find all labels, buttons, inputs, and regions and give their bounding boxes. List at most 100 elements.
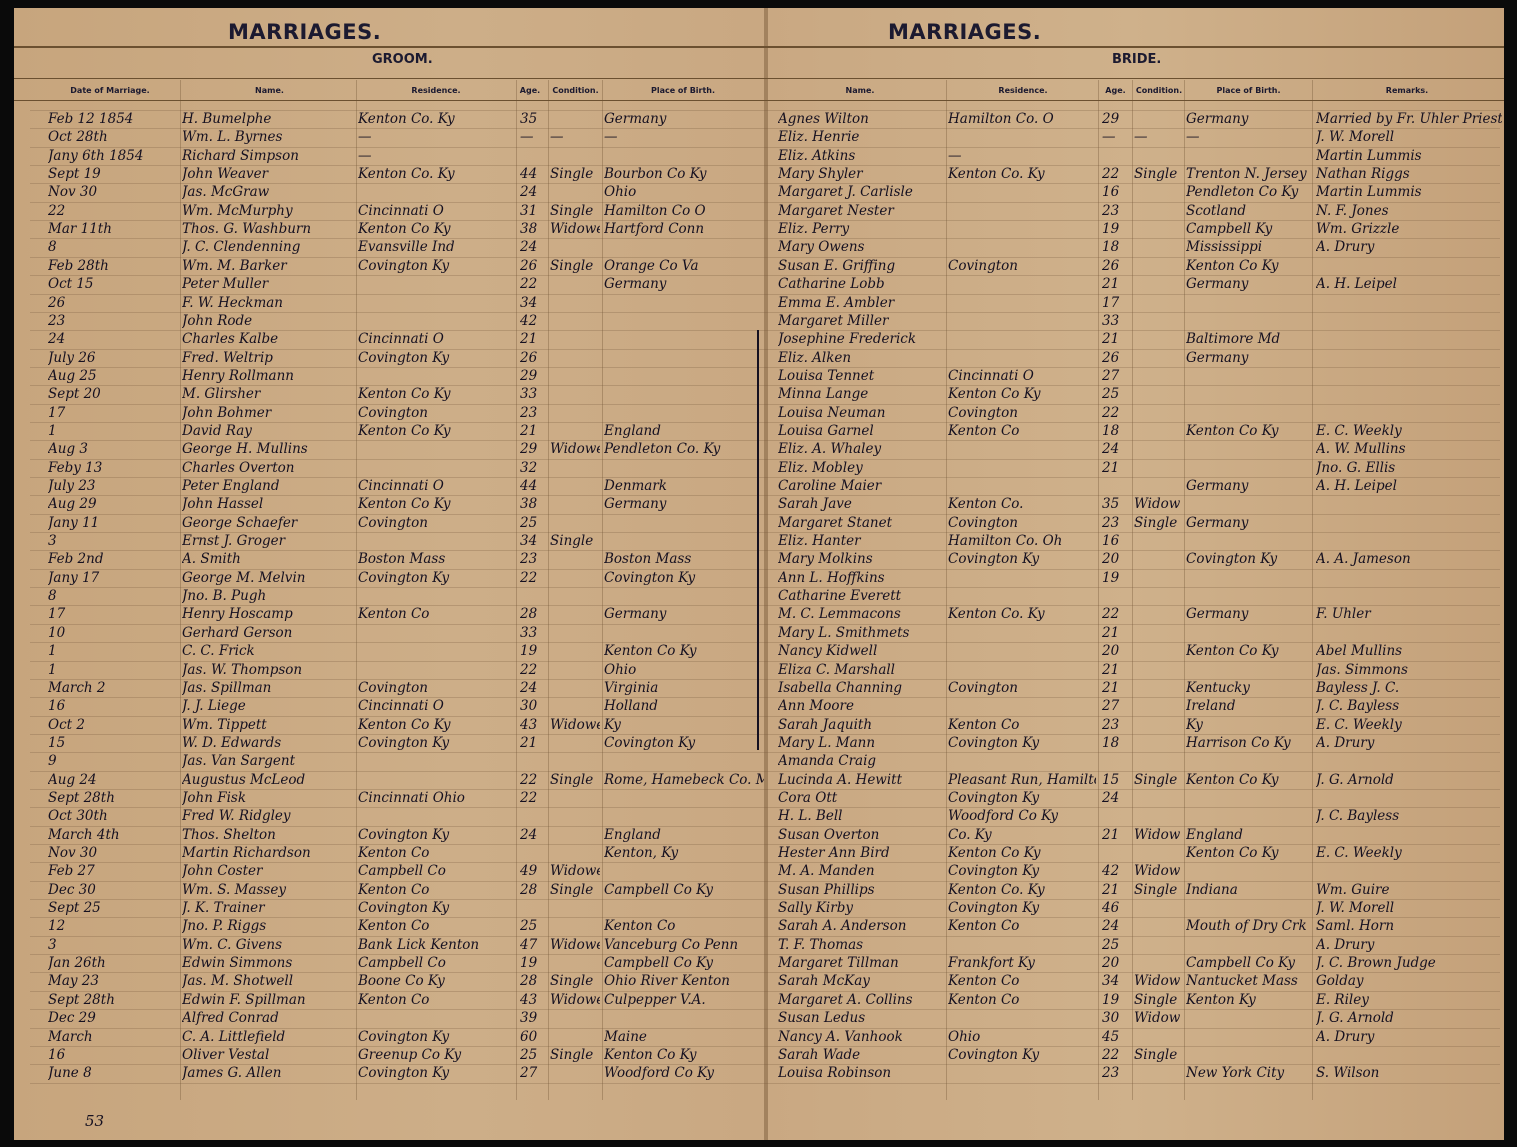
entry-b-birth: Kenton Ky: [1186, 991, 1256, 1008]
entry-remarks: E. C. Weekly: [1316, 716, 1402, 733]
entry-g-age: 35: [520, 111, 538, 127]
entry-b-res: Covington Ky: [948, 551, 1040, 568]
entry-g-cond: Single: [550, 771, 594, 788]
ruled-line: [30, 256, 1500, 258]
entry-b-birth: Mississippi: [1186, 239, 1263, 256]
entry-date: Oct 28th: [48, 129, 108, 146]
ruled-line: [30, 568, 1500, 570]
entry-b-res: Kenton Co.: [948, 496, 1024, 513]
entry-g-birth: Germany: [604, 496, 667, 513]
entry-date: 8: [48, 588, 57, 605]
entry-date: March 4th: [48, 826, 120, 843]
ruled-line: [30, 477, 1500, 478]
entry-b-birth: Kenton Co Ky: [1186, 771, 1279, 788]
ruled-line: [30, 220, 1500, 222]
entry-g-res: Kenton Co Ky: [358, 422, 451, 439]
entry-date: Sept 28th: [48, 789, 115, 806]
ruled-line: [30, 862, 1500, 864]
entry-b-cond: Single: [1134, 991, 1178, 1008]
ruled-line: [30, 513, 1500, 515]
entry-b-res: Kenton Co: [948, 422, 1020, 439]
entry-b-age: 45: [1102, 1028, 1120, 1045]
entry-groom: J. C. Clendenning: [182, 239, 301, 256]
entry-remarks: Martin Lummis: [1316, 184, 1422, 201]
entry-g-birth: Germany: [604, 606, 667, 623]
entry-g-age: 22: [520, 661, 538, 678]
entry-bride: Susan Overton: [778, 826, 880, 843]
entry-bride: Eliza C. Marshall: [778, 661, 896, 678]
entry-g-birth: Boston Mass: [604, 551, 692, 568]
entry-bride: Mary L. Smithmets: [778, 624, 910, 641]
entry-b-cond: Single: [1134, 514, 1178, 531]
column-header: Age.: [519, 86, 541, 95]
entry-bride: Eliz. Atkins: [778, 147, 856, 164]
entry-remarks: A. A. Jameson: [1316, 551, 1411, 568]
column-divider: [356, 80, 357, 1100]
entry-b-birth: Kenton Co Ky: [1186, 845, 1279, 861]
entry-groom: Wm. L. Byrnes: [182, 129, 283, 146]
entry-g-cond: Widower: [550, 441, 600, 458]
entry-bride: Margaret Tillman: [778, 955, 899, 972]
ruled-line: [30, 385, 1500, 387]
entry-g-res: Covington Ky: [358, 1028, 450, 1045]
entry-bride: H. L. Bell: [778, 808, 843, 825]
entry-groom: Thos. G. Washburn: [182, 221, 312, 238]
entry-remarks: Jas. Simmons: [1316, 661, 1408, 678]
entry-b-birth: Baltimore Md: [1186, 331, 1281, 348]
entry-groom: F. W. Heckman: [182, 294, 283, 311]
entry-b-birth: Germany: [1186, 478, 1249, 494]
ruled-line: [30, 770, 1500, 772]
entry-bride: Isabella Channing: [778, 679, 903, 696]
entry-bride: Sarah McKay: [778, 973, 870, 990]
entry-date: 16: [48, 1046, 66, 1063]
entry-bride: Mary L. Mann: [778, 734, 876, 751]
entry-groom: George Schaefer: [182, 514, 298, 531]
entry-date: Sept 20: [48, 386, 101, 403]
ruled-line: [30, 623, 1500, 625]
entry-g-birth: England: [604, 826, 661, 843]
entry-g-res: Covington Ky: [358, 569, 450, 586]
entry-bride: Amanda Craig: [778, 753, 877, 770]
entry-bride: M. A. Manden: [778, 863, 875, 880]
entry-date: Feb 2nd: [48, 551, 104, 568]
entry-date: Oct 15: [48, 276, 94, 293]
entry-b-age: 26: [1102, 257, 1120, 274]
ruled-line: [30, 587, 1500, 589]
entry-groom: C. C. Frick: [182, 643, 255, 660]
entry-g-birth: Holland: [604, 698, 658, 715]
entry-b-res: Kenton Co. Ky: [948, 166, 1045, 183]
entry-b-birth: Ky: [1186, 716, 1203, 733]
ruled-line: [30, 1027, 1500, 1029]
entry-date: Jany 11: [48, 514, 100, 531]
entry-groom: Oliver Vestal: [182, 1046, 270, 1063]
entry-date: 26: [48, 294, 66, 311]
entry-remarks: J. C. Bayless: [1316, 698, 1400, 715]
entry-b-res: Kenton Co. Ky: [948, 606, 1045, 623]
entry-g-age: 22: [520, 569, 538, 586]
entry-b-age: 20: [1102, 955, 1120, 972]
entry-b-birth: New York City: [1186, 1065, 1285, 1082]
entry-date: 9: [48, 753, 57, 770]
entry-g-res: Kenton Co Ky: [358, 221, 451, 238]
entry-g-age: 30: [520, 698, 538, 715]
entry-groom: John Hassel: [182, 496, 264, 513]
entry-b-age: 27: [1102, 367, 1120, 384]
entry-date: Feb 12 1854: [48, 111, 134, 127]
entry-b-cond: Single: [1134, 166, 1178, 183]
entry-g-birth: Kenton Co Ky: [604, 1046, 697, 1063]
entry-bride: Hester Ann Bird: [778, 845, 890, 861]
ruled-line: [30, 844, 1500, 845]
entry-g-age: 39: [520, 1010, 538, 1027]
entry-groom: George M. Melvin: [182, 569, 306, 586]
page-number: 53: [85, 1112, 105, 1130]
entry-date: 12: [48, 918, 66, 935]
entry-groom: Charles Overton: [182, 459, 295, 476]
column-header-bottom-rule: [14, 100, 1504, 101]
entry-b-res: Kenton Co. Ky: [948, 881, 1045, 898]
entry-b-birth: Germany: [1186, 514, 1249, 531]
entry-b-age: 25: [1102, 936, 1120, 953]
entry-g-res: Kenton Co: [358, 845, 430, 861]
entry-date: 17: [48, 606, 66, 623]
entry-date: 1: [48, 661, 57, 678]
entry-b-res: Covington: [948, 514, 1018, 531]
